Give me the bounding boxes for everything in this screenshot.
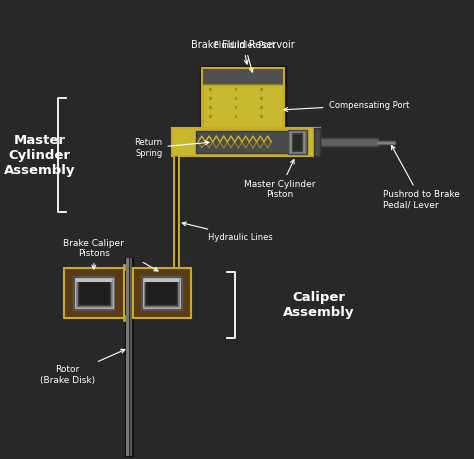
Bar: [210, 106, 212, 109]
Bar: [202, 68, 284, 84]
Bar: [78, 281, 110, 305]
Bar: [289, 131, 305, 153]
Bar: [210, 115, 212, 118]
Bar: [288, 130, 307, 154]
Bar: [260, 97, 263, 100]
Text: Return
Spring: Return Spring: [134, 138, 209, 158]
Bar: [202, 84, 284, 128]
Text: Brake Caliper
Pistons: Brake Caliper Pistons: [64, 239, 124, 269]
Bar: [146, 281, 177, 305]
Bar: [376, 140, 395, 144]
Bar: [235, 97, 237, 100]
Bar: [260, 106, 263, 109]
Bar: [200, 66, 286, 130]
Bar: [235, 115, 237, 118]
Bar: [260, 115, 263, 118]
Bar: [141, 276, 182, 310]
Bar: [133, 268, 191, 318]
Text: Rotor
(Brake Disk): Rotor (Brake Disk): [40, 349, 125, 385]
Bar: [124, 316, 125, 321]
Bar: [73, 276, 115, 310]
Bar: [292, 133, 302, 151]
Bar: [235, 88, 237, 91]
Bar: [76, 279, 112, 282]
Text: Caliper
Assembly: Caliper Assembly: [283, 291, 355, 319]
Bar: [210, 88, 212, 91]
Bar: [130, 258, 132, 456]
Bar: [128, 258, 130, 456]
Bar: [126, 258, 128, 456]
Bar: [202, 68, 284, 128]
Bar: [196, 131, 290, 153]
Bar: [75, 278, 113, 308]
Bar: [235, 106, 237, 109]
Text: Fluid Inlet Port: Fluid Inlet Port: [214, 41, 275, 72]
Bar: [125, 258, 133, 456]
Text: Pushrod to Brake
Pedal/ Lever: Pushrod to Brake Pedal/ Lever: [383, 146, 460, 210]
Bar: [210, 97, 212, 100]
Text: Master Cylinder
Piston: Master Cylinder Piston: [244, 160, 316, 199]
Text: Compensating Port: Compensating Port: [284, 101, 409, 112]
Text: Master
Cylinder
Assembly: Master Cylinder Assembly: [4, 134, 75, 177]
Bar: [172, 128, 320, 156]
Bar: [124, 265, 125, 270]
Bar: [320, 138, 378, 146]
Text: Brake Fluid Reservoir: Brake Fluid Reservoir: [191, 40, 295, 64]
Bar: [313, 128, 320, 156]
Text: Hydraulic Lines: Hydraulic Lines: [182, 222, 273, 241]
Bar: [144, 279, 179, 282]
Bar: [143, 278, 180, 308]
Bar: [64, 268, 124, 318]
Bar: [260, 88, 263, 91]
